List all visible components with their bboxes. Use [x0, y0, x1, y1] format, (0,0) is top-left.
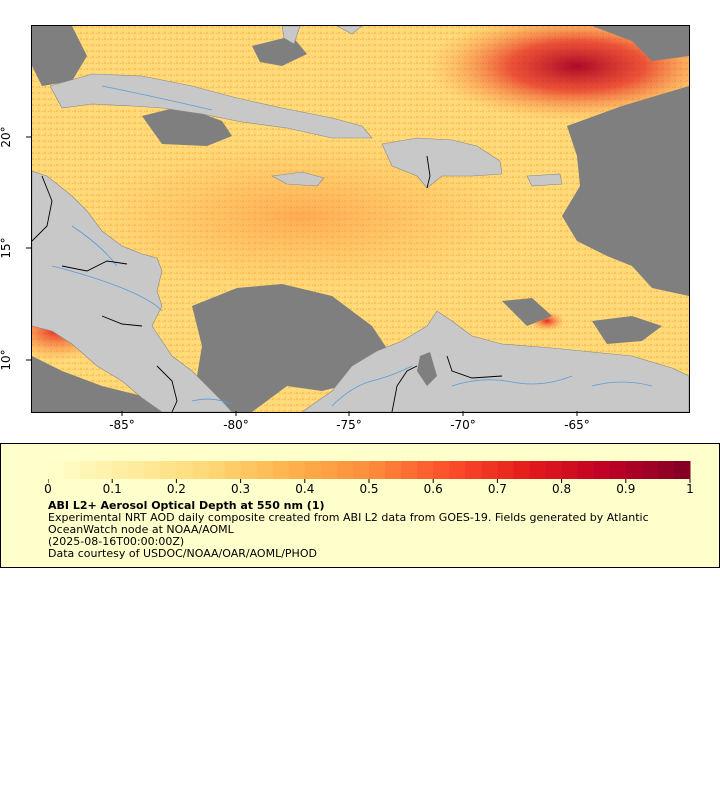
lat-tick-label: 15° — [0, 237, 13, 259]
lon-tick-label: -85° — [109, 418, 135, 432]
aod-high-plume — [427, 26, 689, 121]
legend-text: ABI L2+ Aerosol Optical Depth at 550 nm … — [48, 500, 698, 560]
colorbar-segment — [224, 461, 242, 479]
south-america — [301, 310, 689, 412]
legend-credit: Data courtesy of USDOC/NOAA/OAR/AOML/PHO… — [48, 547, 317, 560]
puerto-rico — [526, 173, 563, 187]
colorbar-segment — [256, 461, 274, 479]
colorbar-segment — [128, 461, 145, 479]
colorbar-tick-label: 0.9 — [616, 482, 636, 496]
colorbar-segment — [465, 461, 482, 479]
colorbar-segment — [304, 461, 322, 479]
colorbar-segment — [673, 461, 691, 479]
colorbar-segment — [369, 461, 386, 479]
colorbar-segment — [561, 461, 579, 479]
colorbar-segment — [481, 461, 498, 479]
colorbar-segment — [545, 461, 563, 479]
colorbar-segment — [449, 461, 466, 479]
colorbar-tick-label: 0.6 — [423, 482, 443, 496]
colorbar-segment — [240, 461, 258, 479]
colorbar-segment — [657, 461, 675, 479]
rivers — [51, 85, 653, 407]
colorbar-segment — [609, 461, 627, 479]
colorbar-segment — [513, 461, 530, 479]
lon-tick-label: -75° — [336, 418, 362, 432]
colorbar-tick-label: 0.8 — [552, 482, 572, 496]
country-borders — [32, 155, 503, 412]
colorbar-segment — [160, 461, 177, 479]
lon-tick-label: -80° — [223, 418, 249, 432]
colorbar-segment — [48, 461, 65, 479]
lon-tick-label: -65° — [564, 418, 590, 432]
colorbar-segment — [64, 461, 81, 479]
legend-description: Experimental NRT AOD daily composite cre… — [48, 511, 649, 536]
colorbar-segment — [401, 461, 418, 479]
colorbar-segment — [176, 461, 193, 479]
jamaica — [271, 171, 325, 187]
cuba — [49, 73, 373, 139]
colorbar-tick-label: 0.4 — [295, 482, 315, 496]
central-america — [32, 170, 233, 412]
aod-map — [32, 26, 689, 412]
colorbar-segment — [96, 461, 113, 479]
legend-time: (2025-08-16T00:00:00Z) — [48, 535, 185, 548]
legend-panel: 0 0.1 0.2 0.3 0.4 0.5 0.6 0.7 0.8 0.9 1 ABI L2+ Ae… — [0, 443, 720, 568]
lat-tick-label: 20° — [0, 126, 13, 148]
colorbar-segment — [385, 461, 402, 479]
colorbar-segment — [577, 461, 595, 479]
colorbar-tick-label: 0.7 — [487, 482, 507, 496]
bahamas — [281, 26, 301, 45]
colorbar-segment — [320, 461, 338, 479]
colorbar-tick-label: 0 — [44, 482, 52, 496]
colorbar-segment — [144, 461, 161, 479]
colorbar-segment — [336, 461, 354, 479]
colorbar-tick-label: 0.1 — [102, 482, 122, 496]
colorbar-segment — [192, 461, 209, 479]
land-masses — [32, 26, 689, 412]
colorbar-segment — [112, 461, 129, 479]
lake-maracaibo — [417, 352, 437, 386]
colorbar-segment — [529, 461, 547, 479]
colorbar-segment — [272, 461, 290, 479]
colorbar-segment — [433, 461, 450, 479]
colorbar-tick-label: 0.3 — [231, 482, 251, 496]
colorbar-tick-label: 0.2 — [166, 482, 186, 496]
colorbar-segment — [593, 461, 611, 479]
hispaniola — [381, 137, 503, 189]
legend-title: ABI L2+ Aerosol Optical Depth at 550 nm … — [48, 499, 325, 512]
colorbar-segment — [497, 461, 514, 479]
colorbar-tick-label: 1 — [686, 482, 694, 496]
colorbar-segment — [288, 461, 306, 479]
map-plot-area[interactable] — [31, 25, 690, 413]
colorbar-tick-label: 0.5 — [359, 482, 379, 496]
colorbar-segment — [208, 461, 226, 479]
lon-tick-label: -70° — [450, 418, 476, 432]
colorbar-segment — [625, 461, 643, 479]
lat-tick-label: 10° — [0, 349, 13, 371]
colorbar-segment — [352, 461, 370, 479]
colorbar-segment — [417, 461, 434, 479]
colorbar-segment — [80, 461, 97, 479]
colorbar — [48, 461, 691, 483]
no-data-regions — [32, 26, 689, 412]
colorbar-segment — [641, 461, 659, 479]
